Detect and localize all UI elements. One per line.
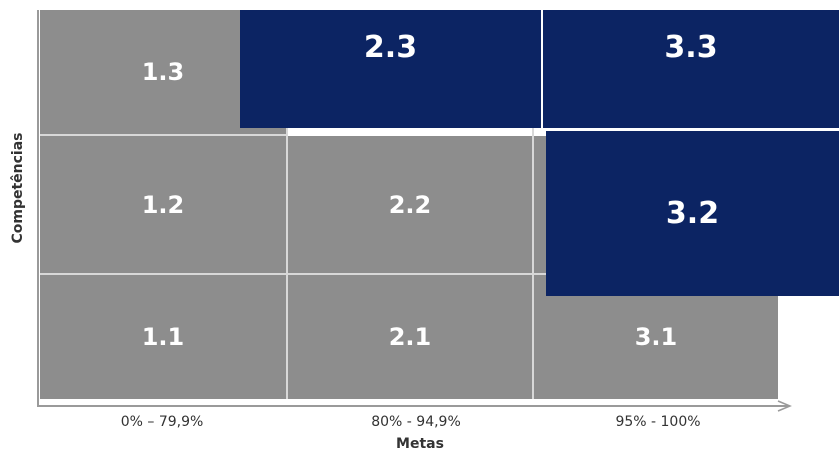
cell-3-2-base xyxy=(534,136,546,273)
cell-1-1: 1.1 xyxy=(40,275,286,399)
x-axis-arrowhead xyxy=(777,400,792,412)
cell-2-2: 2.2 xyxy=(288,136,532,273)
cell-3-2-label: 3.2 xyxy=(665,196,720,231)
x-axis-title: Metas xyxy=(396,436,444,452)
cell-3-3-label: 3.3 xyxy=(664,30,718,65)
cell-1-3-label: 1.3 xyxy=(141,58,185,86)
cell-3-2: 3.2 xyxy=(546,131,839,296)
grid-line-vertical-right xyxy=(532,128,534,399)
cell-3-3: 3.3 xyxy=(543,10,839,128)
y-axis-title: Competências xyxy=(10,132,26,244)
cell-2-3-label: 2.3 xyxy=(363,30,418,65)
cell-2-1-label: 2.1 xyxy=(388,323,432,351)
cell-2-3: 2.3 xyxy=(240,10,541,128)
cell-1-2: 1.2 xyxy=(40,136,286,273)
cell-2-2-label: 2.2 xyxy=(388,190,432,219)
cell-1-2-label: 1.2 xyxy=(141,190,185,219)
grid-line-horizontal-upper xyxy=(40,134,288,136)
x-tick-1: 0% – 79,9% xyxy=(120,414,204,430)
grid-line-horizontal-lower xyxy=(40,273,778,275)
x-tick-2: 80% - 94,9% xyxy=(371,414,461,430)
cell-1-1-label: 1.1 xyxy=(141,323,185,351)
cell-2-1: 2.1 xyxy=(288,275,532,399)
grid-line-vertical-left xyxy=(286,128,288,399)
cell-3-1-label: 3.1 xyxy=(634,323,678,351)
x-tick-3: 95% - 100% xyxy=(615,414,701,430)
